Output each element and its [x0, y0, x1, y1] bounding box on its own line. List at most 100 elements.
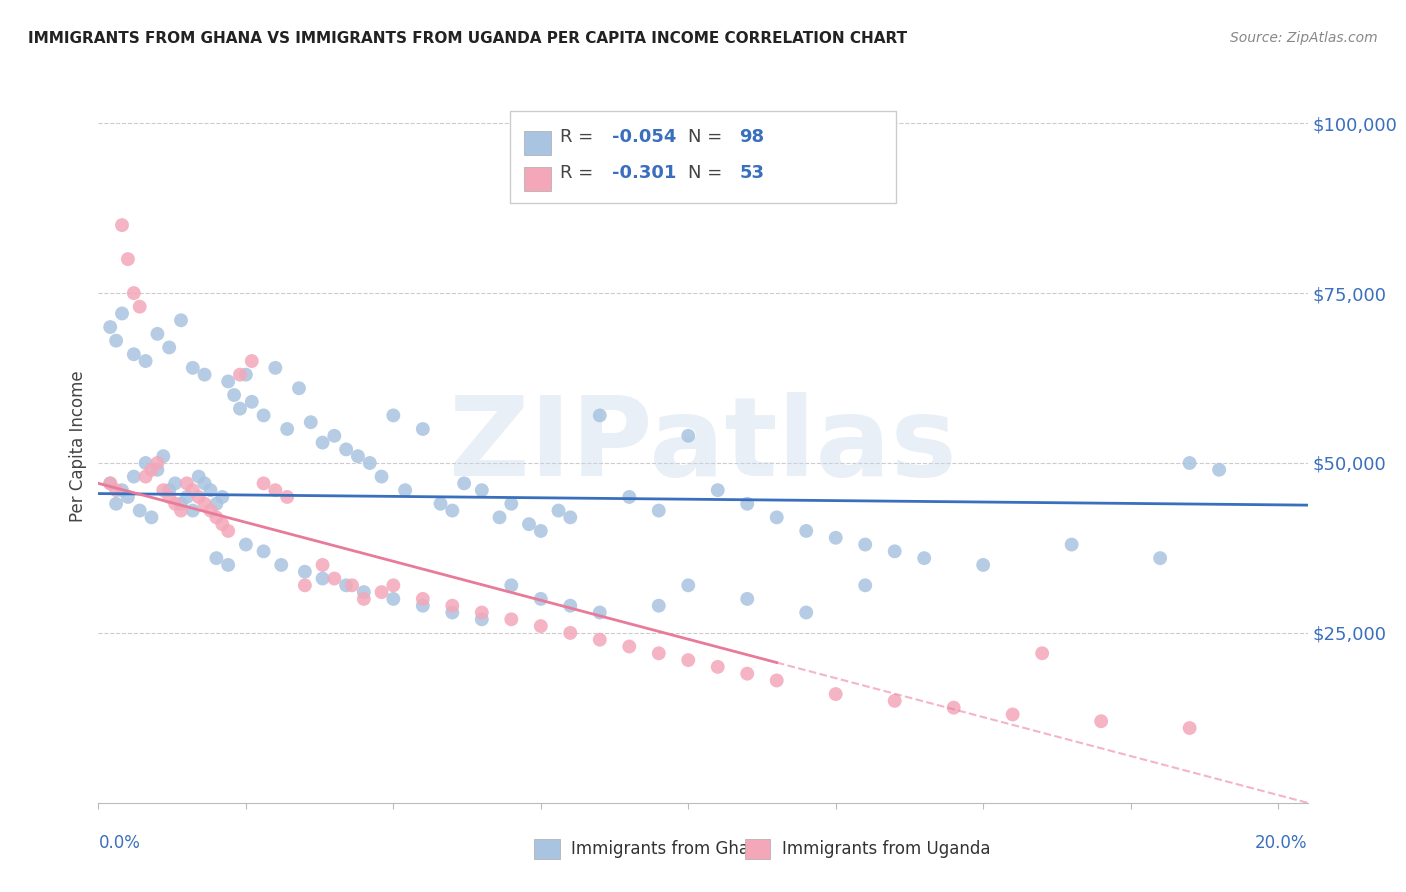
- Point: [176, 490, 198, 504]
- Point: [170, 313, 193, 327]
- Point: [1001, 707, 1024, 722]
- Text: -0.301: -0.301: [613, 164, 676, 182]
- Point: [135, 354, 157, 368]
- Point: [294, 565, 316, 579]
- Point: [735, 497, 758, 511]
- Point: [165, 476, 187, 491]
- Point: [441, 503, 464, 517]
- Point: [382, 578, 405, 592]
- Point: [589, 606, 612, 620]
- Point: [157, 341, 180, 355]
- Point: [547, 503, 569, 517]
- Point: [194, 368, 217, 382]
- Point: [181, 360, 204, 375]
- Point: [501, 497, 523, 511]
- Point: [706, 660, 728, 674]
- Point: [619, 640, 641, 654]
- Point: [1090, 714, 1112, 729]
- Point: [765, 673, 787, 688]
- Point: [1208, 463, 1230, 477]
- Point: [1178, 721, 1201, 735]
- Point: [471, 483, 494, 498]
- Point: [276, 422, 298, 436]
- Text: Immigrants from Ghana: Immigrants from Ghana: [571, 840, 769, 858]
- FancyBboxPatch shape: [509, 111, 897, 203]
- Point: [794, 606, 817, 620]
- Point: [560, 510, 582, 524]
- Point: [678, 578, 700, 592]
- Point: [347, 449, 370, 463]
- Point: [211, 490, 233, 504]
- Point: [441, 599, 464, 613]
- Text: Immigrants from Uganda: Immigrants from Uganda: [782, 840, 990, 858]
- Text: ZIPatlas: ZIPatlas: [449, 392, 957, 500]
- Point: [240, 354, 263, 368]
- Point: [200, 503, 222, 517]
- Point: [146, 456, 169, 470]
- Point: [412, 599, 434, 613]
- Point: [1031, 646, 1053, 660]
- Point: [252, 409, 274, 423]
- Point: [311, 572, 333, 586]
- Point: [200, 483, 222, 498]
- Point: [128, 503, 150, 517]
- FancyBboxPatch shape: [524, 167, 551, 191]
- Point: [205, 497, 228, 511]
- Point: [235, 537, 257, 551]
- Point: [117, 252, 139, 266]
- Point: [240, 394, 263, 409]
- Point: [128, 300, 150, 314]
- Point: [141, 510, 163, 524]
- Point: [560, 599, 582, 613]
- Point: [270, 558, 292, 572]
- Point: [353, 591, 375, 606]
- Point: [530, 591, 553, 606]
- Point: [170, 503, 193, 517]
- Point: [488, 510, 510, 524]
- Point: [157, 490, 180, 504]
- Text: -0.054: -0.054: [613, 128, 676, 146]
- Point: [229, 368, 252, 382]
- Text: R =: R =: [561, 128, 599, 146]
- Point: [335, 578, 357, 592]
- Text: 0.0%: 0.0%: [98, 834, 141, 852]
- Point: [883, 694, 905, 708]
- Point: [98, 476, 121, 491]
- Point: [252, 476, 274, 491]
- Point: [211, 517, 233, 532]
- Point: [353, 585, 375, 599]
- Point: [471, 606, 494, 620]
- Point: [194, 476, 217, 491]
- Point: [706, 483, 728, 498]
- Point: [217, 558, 239, 572]
- Point: [187, 490, 209, 504]
- Point: [359, 456, 381, 470]
- Point: [135, 469, 157, 483]
- Point: [205, 510, 228, 524]
- Point: [98, 476, 121, 491]
- Point: [942, 700, 965, 714]
- Point: [735, 666, 758, 681]
- Point: [501, 578, 523, 592]
- Point: [311, 435, 333, 450]
- Point: [648, 503, 671, 517]
- Point: [648, 646, 671, 660]
- Point: [678, 429, 700, 443]
- Point: [252, 544, 274, 558]
- Point: [648, 599, 671, 613]
- Point: [122, 347, 145, 361]
- Point: [294, 578, 316, 592]
- Point: [765, 510, 787, 524]
- Y-axis label: Per Capita Income: Per Capita Income: [69, 370, 87, 522]
- Point: [229, 401, 252, 416]
- Point: [217, 375, 239, 389]
- Point: [853, 578, 876, 592]
- Point: [1178, 456, 1201, 470]
- Point: [530, 619, 553, 633]
- Point: [170, 497, 193, 511]
- Point: [165, 497, 187, 511]
- Point: [735, 591, 758, 606]
- Point: [323, 572, 346, 586]
- Point: [111, 306, 134, 320]
- Point: [441, 606, 464, 620]
